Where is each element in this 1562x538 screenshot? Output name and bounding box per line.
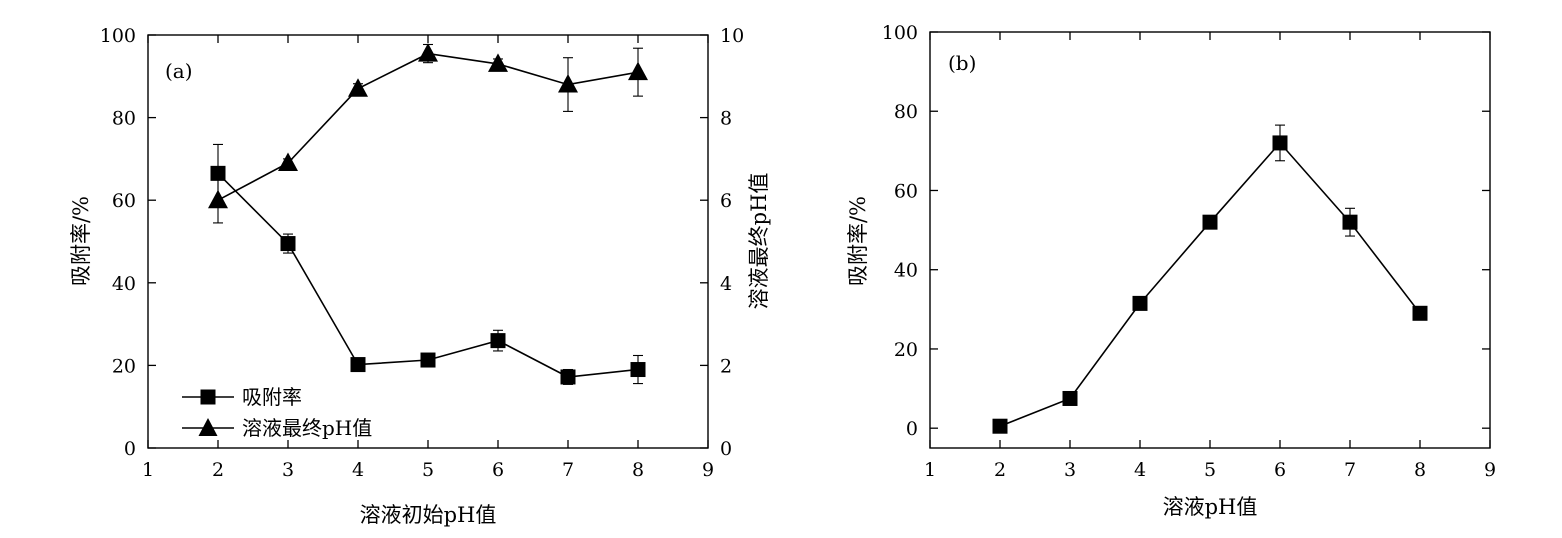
y-tick-label: 20	[112, 355, 136, 377]
y-tick-label: 80	[894, 101, 918, 123]
y-axis-title: 吸附率/%	[846, 196, 870, 286]
data-point-triangle	[488, 53, 508, 72]
y-tick-label: 100	[100, 25, 136, 47]
plot-frame	[929, 31, 1491, 449]
x-tick-label: 7	[562, 459, 574, 481]
y-tick-label: 100	[882, 22, 918, 44]
data-point-triangle	[208, 189, 228, 209]
y-tick-label: 0	[906, 418, 918, 440]
x-tick-label: 6	[1274, 459, 1286, 481]
x-tick-label: 6	[492, 459, 504, 481]
data-point-square	[420, 352, 436, 368]
y2-axis-title: 溶液最终pH值	[747, 173, 771, 310]
x-tick-label: 3	[1064, 459, 1076, 481]
x-tick-label: 5	[422, 459, 434, 481]
x-tick-label: 9	[1484, 459, 1496, 481]
y-tick-label: 60	[112, 190, 136, 212]
x-tick-label: 5	[1204, 459, 1216, 481]
y-axis-title: 吸附率/%	[69, 196, 93, 286]
series-2-line	[217, 52, 639, 201]
x-tick-label: 2	[212, 459, 224, 481]
chart-panel-b: 1 2 3 4 5 6 7 8 9 0 20 40 60 80 100 (b) 溶液pH值 吸附率/%	[846, 22, 1496, 519]
y-tick-label: 20	[894, 339, 918, 361]
data-point-square	[350, 357, 366, 373]
data-point-square	[280, 236, 296, 252]
x-tick-label: 8	[632, 459, 644, 481]
data-point-triangle	[628, 61, 648, 81]
y-tick-label: 0	[124, 438, 136, 460]
data-point-square	[992, 418, 1008, 434]
plot-frame	[147, 34, 709, 449]
x-tick-label: 4	[1134, 459, 1146, 481]
y-tick-label: 60	[894, 180, 918, 202]
y-tick-label: 40	[112, 273, 136, 295]
y2-tick-label: 10	[720, 25, 744, 47]
data-point-square	[1062, 390, 1078, 406]
legend-marker-series-1	[200, 389, 216, 405]
tick-marks: 1 2 3 4 5 6 7 8 9 0 20 40 60 80 100	[882, 22, 1496, 481]
data-point-square	[1132, 295, 1148, 311]
y-tick-label: 80	[112, 108, 136, 130]
data-point-triangle	[418, 43, 438, 62]
y2-tick-label: 8	[720, 108, 732, 130]
legend-label-series-1: 吸附率	[242, 385, 302, 409]
data-point-square	[630, 362, 646, 378]
x-tick-label: 2	[994, 459, 1006, 481]
data-point-triangle	[558, 74, 578, 93]
x-axis-title: 溶液初始pH值	[360, 503, 497, 527]
legend: 吸附率 溶液最终pH值	[182, 385, 372, 440]
data-marks	[992, 124, 1428, 434]
y2-tick-label: 2	[720, 355, 732, 377]
data-point-square	[1272, 135, 1288, 151]
series-1-line	[999, 141, 1421, 427]
data-point-square	[1202, 214, 1218, 230]
data-point-square	[1342, 214, 1358, 230]
data-point-square	[560, 369, 576, 385]
x-axis-title: 溶液pH值	[1163, 495, 1258, 519]
x-tick-label: 3	[282, 459, 294, 481]
series-1-line	[217, 172, 639, 378]
panel-label: (b)	[948, 51, 976, 75]
data-point-triangle	[278, 152, 298, 172]
x-tick-label: 4	[352, 459, 364, 481]
y-tick-label: 40	[894, 260, 918, 282]
data-point-square	[490, 333, 506, 349]
data-point-triangle	[348, 78, 368, 97]
y2-tick-label: 6	[720, 190, 732, 212]
legend-label-series-2: 溶液最终pH值	[242, 416, 372, 440]
x-tick-label: 9	[702, 459, 714, 481]
y2-tick-label: 0	[720, 438, 732, 460]
x-tick-label: 7	[1344, 459, 1356, 481]
legend-marker-series-2	[198, 418, 218, 436]
y2-tick-label: 4	[720, 273, 732, 295]
panel-label: (a)	[165, 59, 193, 83]
x-tick-label: 1	[924, 459, 936, 481]
x-tick-label: 8	[1414, 459, 1426, 481]
data-point-square	[1412, 305, 1428, 321]
data-marks	[208, 43, 648, 385]
x-tick-label: 1	[142, 459, 154, 481]
